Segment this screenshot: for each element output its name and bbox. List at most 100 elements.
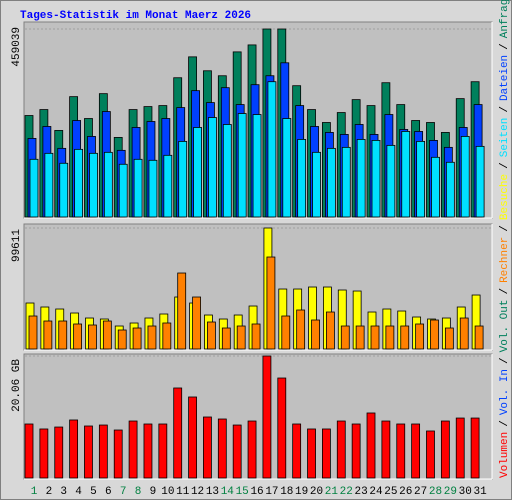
bar [251, 323, 261, 350]
bar [426, 430, 435, 479]
panel [23, 353, 493, 480]
bar [400, 325, 410, 350]
x-tick-label: 22 [340, 486, 353, 498]
bar [312, 151, 321, 218]
bar [411, 423, 421, 479]
legend-separator: / [499, 225, 511, 232]
bar [297, 139, 307, 218]
bar [326, 147, 336, 218]
bar [128, 420, 138, 479]
x-tick-label: 19 [295, 486, 308, 498]
bar [440, 420, 450, 479]
bar [266, 256, 276, 350]
bar [74, 148, 84, 218]
bar [341, 146, 351, 218]
bar [431, 156, 440, 218]
legend-separator: / [499, 162, 511, 169]
bar [158, 423, 168, 479]
bar [262, 355, 272, 479]
bar [311, 319, 320, 350]
bar [221, 327, 231, 350]
bar [58, 320, 68, 350]
x-tick-label: 7 [120, 486, 127, 498]
bar [28, 315, 38, 350]
bar [321, 428, 331, 479]
bar [292, 423, 302, 479]
bar [370, 325, 380, 350]
bar [336, 420, 346, 479]
legend-separator: / [499, 357, 511, 364]
bar [217, 418, 227, 479]
x-tick-label: 15 [236, 486, 249, 498]
x-tick-label: 17 [265, 486, 278, 498]
bar [73, 323, 83, 350]
legend-separator: / [499, 288, 511, 295]
legend-entry: Volumen [499, 432, 511, 478]
bar [118, 163, 128, 218]
legend: Volumen / Vol. In / Vol. Out / Rechner / Besuche… [499, 0, 511, 478]
x-tick-label: 4 [75, 486, 82, 498]
x-tick-label: 9 [150, 486, 157, 498]
x-tick-label: 20 [310, 486, 323, 498]
x-tick-label: 14 [221, 486, 235, 498]
bar [415, 323, 425, 350]
legend-entry: Vol. Out [499, 300, 511, 353]
bar [98, 424, 108, 479]
bar [43, 320, 53, 350]
bar [24, 423, 34, 479]
bar [29, 158, 39, 218]
legend-entry: Anfragen [499, 0, 511, 38]
y-tick-label: 459039 [11, 27, 23, 67]
bar [296, 309, 306, 350]
x-tick-label: 3 [60, 486, 67, 498]
x-tick-label: 29 [444, 486, 457, 498]
legend-separator: / [499, 420, 511, 427]
bar [474, 325, 484, 350]
x-tick-label: 23 [355, 486, 368, 498]
bar [113, 429, 123, 479]
bar [340, 325, 350, 350]
bar [455, 417, 465, 479]
legend-separator: / [499, 43, 511, 50]
bar [177, 272, 187, 350]
bar [232, 424, 242, 479]
x-tick-label: 10 [161, 486, 174, 498]
x-tick-label: 2 [46, 486, 53, 498]
bar [188, 396, 197, 479]
bar [355, 325, 365, 350]
x-tick-label: 25 [384, 486, 397, 498]
bar [460, 136, 470, 218]
bar [173, 387, 183, 479]
bar [470, 417, 480, 479]
bar [39, 428, 49, 479]
legend-entry: Rechner [499, 237, 511, 283]
bar [208, 117, 217, 218]
x-tick-label: 30 [459, 486, 472, 498]
bar [236, 325, 246, 350]
bar [459, 317, 469, 350]
x-tick-label: 28 [429, 486, 442, 498]
legend-entry: Dateien [499, 55, 511, 101]
bar [103, 151, 113, 218]
bar [267, 81, 277, 218]
bar [277, 377, 287, 479]
bar [385, 325, 395, 350]
x-tick-label: 16 [250, 486, 263, 498]
x-tick-label: 8 [135, 486, 142, 498]
x-tick-label: 26 [399, 486, 412, 498]
bar [386, 144, 396, 218]
bar [69, 419, 79, 479]
bar [143, 423, 153, 479]
bar [222, 124, 232, 218]
legend-entry: Seiten [499, 118, 511, 158]
bar [356, 139, 366, 218]
x-tick-label: 13 [206, 486, 219, 498]
bar [162, 322, 172, 350]
bar [401, 131, 411, 218]
y-tick-label: 20.06 GB [11, 359, 23, 412]
x-tick-label: 6 [105, 486, 112, 498]
bar [133, 158, 143, 218]
y-tick-label: 99611 [11, 229, 23, 262]
bar [475, 145, 485, 218]
bar [444, 327, 454, 350]
